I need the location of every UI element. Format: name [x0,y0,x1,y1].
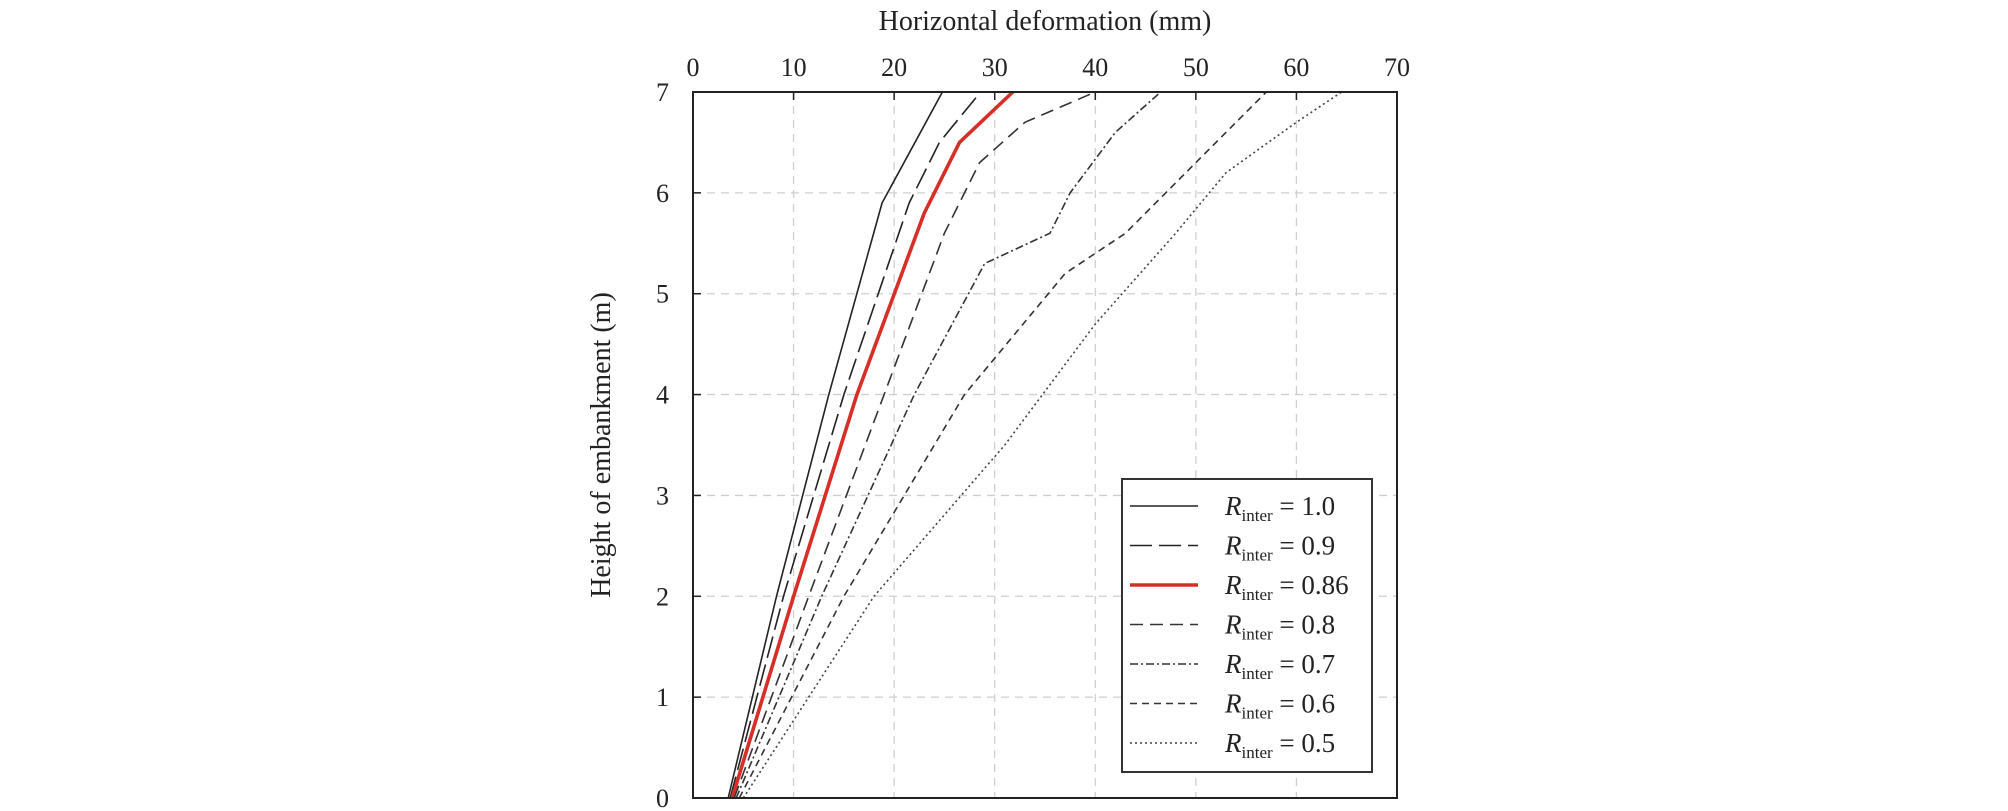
legend-symbol: R [1224,728,1242,758]
y-axis-title: Height of embankment (m) [586,292,617,598]
legend-subscript: inter [1242,704,1273,723]
legend-symbol: R [1224,610,1242,640]
y-tick-label: 0 [656,784,669,811]
x-tick-label: 60 [1283,53,1309,82]
series-line-1 [729,91,982,799]
legend-subscript: inter [1242,664,1273,683]
legend-value: = 0.86 [1273,570,1349,600]
legend-symbol: R [1224,531,1242,561]
legend-symbol: R [1224,689,1242,719]
legend-subscript: inter [1242,625,1273,644]
legend-value: = 0.9 [1273,531,1335,561]
legend-label-0: Rinter = 1.0 [1224,491,1335,525]
legend-label-4: Rinter = 0.7 [1224,649,1335,683]
series-line-0 [727,91,944,799]
series-line-2 [730,90,1015,799]
legend-symbol: R [1224,570,1242,600]
legend-subscript: inter [1242,506,1273,525]
x-tick-label: 0 [687,53,700,82]
y-tick-label: 2 [656,582,669,611]
x-tick-label: 50 [1183,53,1209,82]
legend-value: = 0.5 [1273,728,1335,758]
grid-lines [693,92,1397,798]
y-tick-label: 3 [656,481,669,510]
legend-label-3: Rinter = 0.8 [1224,610,1335,644]
series-line-5 [738,91,1267,799]
plot-frame [692,91,1398,799]
series-line-3 [733,91,1096,799]
x-tick-label: 30 [982,53,1008,82]
legend-subscript: inter [1242,585,1273,604]
x-tick-label: 10 [781,53,807,82]
x-tick-label: 40 [1082,53,1108,82]
legend-value: = 0.8 [1273,610,1335,640]
y-tick-label: 4 [656,381,669,410]
legend-subscript: inter [1242,743,1273,762]
legend-value: = 0.7 [1273,649,1335,679]
y-tick-label: 7 [656,78,669,107]
series-line-4 [735,91,1162,799]
legend-value: = 1.0 [1273,491,1335,521]
legend-symbol: R [1224,649,1242,679]
tick-marks [692,91,1398,799]
y-tick-label: 1 [656,683,669,712]
legend-label-5: Rinter = 0.6 [1224,689,1335,723]
series-group [727,90,1343,799]
legend-label-6: Rinter = 0.5 [1224,728,1335,762]
legend-symbol: R [1224,491,1242,521]
legend-label-1: Rinter = 0.9 [1224,531,1335,565]
tick-labels: 0 10 20 30 40 50 60 70 0 1 2 3 4 5 6 7 [656,53,1410,811]
x-tick-label: 70 [1384,53,1410,82]
x-tick-label: 20 [881,53,907,82]
legend-box [1121,478,1373,773]
x-axis-title: Horizontal deformation (mm) [879,6,1212,37]
legend-label-2: Rinter = 0.86 [1224,570,1349,604]
legend-value: = 0.6 [1273,689,1335,719]
legend-subscript: inter [1242,546,1273,565]
y-tick-label: 5 [656,280,669,309]
y-tick-label: 6 [656,179,669,208]
